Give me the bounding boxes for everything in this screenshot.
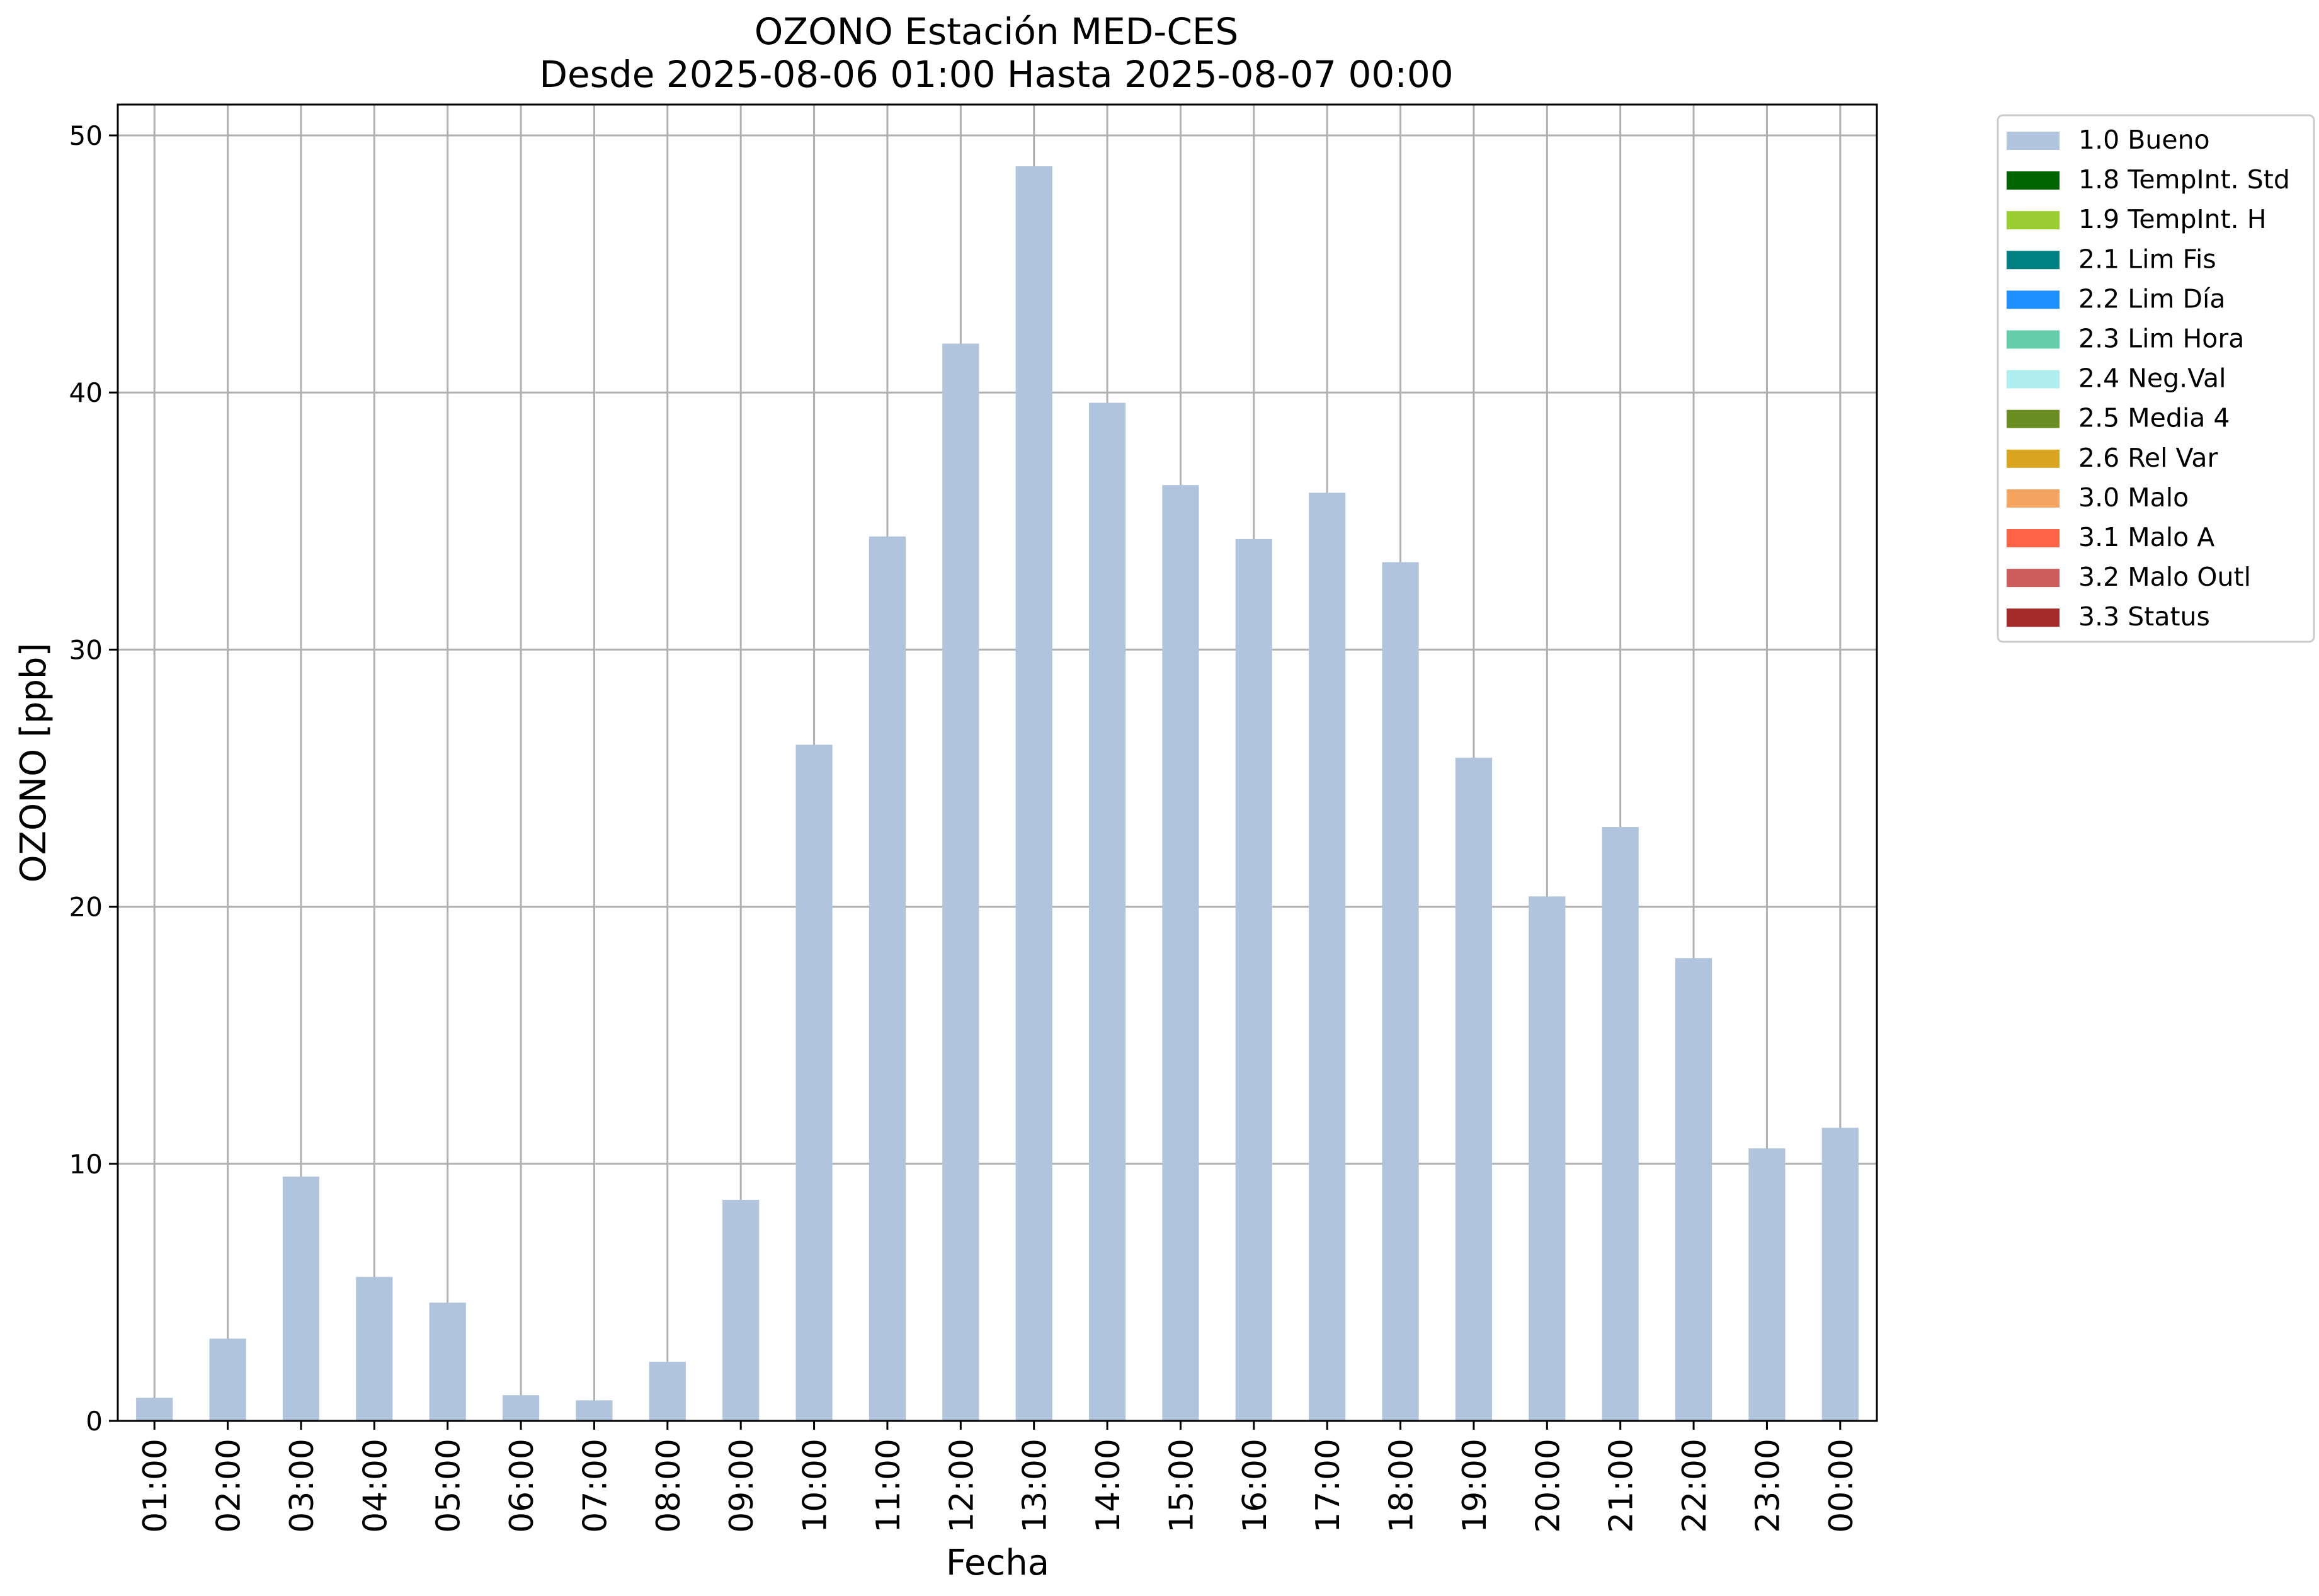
x-tick-label: 15:00 [1163,1439,1200,1533]
bar-0700 [576,1400,613,1421]
legend-label: 2.1 Lim Fis [2078,244,2216,274]
chart-title: OZONO Estación MED-CES [755,10,1239,53]
legend-label: 2.6 Rel Var [2078,443,2218,473]
y-tick-label: 50 [69,120,103,151]
y-tick-label: 0 [86,1406,103,1437]
x-tick-label: 01:00 [137,1439,174,1533]
x-axis-label: Fecha [946,1542,1049,1583]
legend-label: 3.0 Malo [2078,482,2189,513]
legend-label: 2.4 Neg.Val [2078,363,2226,394]
legend-label: 3.3 Status [2078,601,2210,632]
legend-swatch [2007,449,2060,468]
legend-swatch [2007,569,2060,588]
x-tick-label: 03:00 [283,1439,321,1533]
x-tick-label: 10:00 [797,1439,835,1533]
legend-label: 2.3 Lim Hora [2078,324,2244,354]
legend-swatch [2007,370,2060,389]
legend-swatch [2007,489,2060,508]
bar-2100 [1602,827,1639,1421]
legend-items: 1.0 Bueno 1.8 TempInt. Std 1.9 TempInt. H 2… [2007,125,2290,632]
bar-1800 [1382,562,1419,1421]
legend-label: 2.2 Lim Día [2078,283,2226,314]
bar-0000 [1821,1127,1859,1421]
legend-swatch [2007,211,2060,230]
legend: 1.0 Bueno 1.8 TempInt. Std 1.9 TempInt. H 2… [1997,114,2315,643]
legend-swatch [2007,171,2060,190]
x-tick-label: 12:00 [943,1439,981,1533]
y-tick-label: 20 [69,892,103,923]
x-tick-label: 09:00 [723,1439,761,1533]
bar-1200 [942,343,979,1421]
bar-0800 [649,1362,686,1421]
x-tick-label: 22:00 [1676,1439,1714,1533]
x-tick-label: 14:00 [1090,1439,1127,1533]
bar-0500 [429,1302,466,1421]
y-tick-label: 10 [69,1149,103,1180]
x-tick-label: 20:00 [1529,1439,1567,1533]
bar-1500 [1162,485,1199,1421]
legend-swatch [2007,132,2060,150]
bar-0900 [722,1199,760,1421]
x-tick-label: 02:00 [210,1439,248,1533]
bar-0600 [502,1395,540,1421]
x-tick-label: 05:00 [430,1439,468,1533]
y-tick-label: 40 [69,377,103,408]
bar-1000 [795,744,833,1421]
legend-label: 2.5 Media 4 [2078,403,2230,433]
axis-ticks: 0 10 20 30 40 50 01:00 02:00 03:00 04:00 05:00 06:0… [69,120,1860,1533]
bar-0100 [136,1398,173,1421]
bar-0400 [356,1277,393,1421]
legend-label: 3.2 Malo Outl [2078,562,2251,592]
legend-label: 1.8 TempInt. Std [2078,164,2290,195]
y-tick-label: 30 [69,634,103,665]
legend-label: 3.1 Malo A [2078,522,2214,552]
bar-0300 [282,1177,320,1421]
bar-2000 [1529,896,1566,1421]
legend-frame [1997,114,2315,643]
legend-swatch [2007,409,2060,428]
x-tick-label: 19:00 [1456,1439,1494,1533]
x-tick-label: 07:00 [576,1439,614,1533]
x-tick-label: 18:00 [1383,1439,1421,1533]
legend-swatch [2007,529,2060,547]
bar-0200 [209,1338,246,1421]
x-tick-label: 21:00 [1603,1439,1641,1533]
bars [136,166,1859,1421]
y-axis-label: OZONO [ppb] [13,643,54,883]
x-tick-label: 16:00 [1236,1439,1274,1533]
bar-1100 [869,536,906,1421]
bar-2200 [1675,958,1712,1421]
x-tick-label: 04:00 [356,1439,394,1533]
legend-label: 1.0 Bueno [2078,125,2210,155]
plot-frame [117,103,1878,1422]
x-tick-label: 00:00 [1823,1439,1860,1533]
x-tick-label: 13:00 [1017,1439,1054,1533]
bar-1600 [1235,539,1272,1421]
x-tick-label: 06:00 [503,1439,541,1533]
x-tick-label: 08:00 [650,1439,688,1533]
legend-swatch [2007,290,2060,309]
x-tick-label: 17:00 [1309,1439,1347,1533]
x-tick-label: 23:00 [1749,1439,1787,1533]
chart-subtitle: Desde 2025-08-06 01:00 Hasta 2025-08-07 … [539,53,1453,96]
legend-label: 1.9 TempInt. H [2078,204,2267,234]
legend-swatch [2007,251,2060,270]
bar-1700 [1309,493,1346,1421]
bar-1400 [1088,402,1126,1421]
bar-1300 [1015,166,1052,1421]
legend-swatch [2007,330,2060,349]
x-tick-label: 11:00 [870,1439,908,1533]
bar-2300 [1748,1148,1786,1421]
legend-swatch [2007,608,2060,627]
bar-1900 [1455,757,1493,1421]
